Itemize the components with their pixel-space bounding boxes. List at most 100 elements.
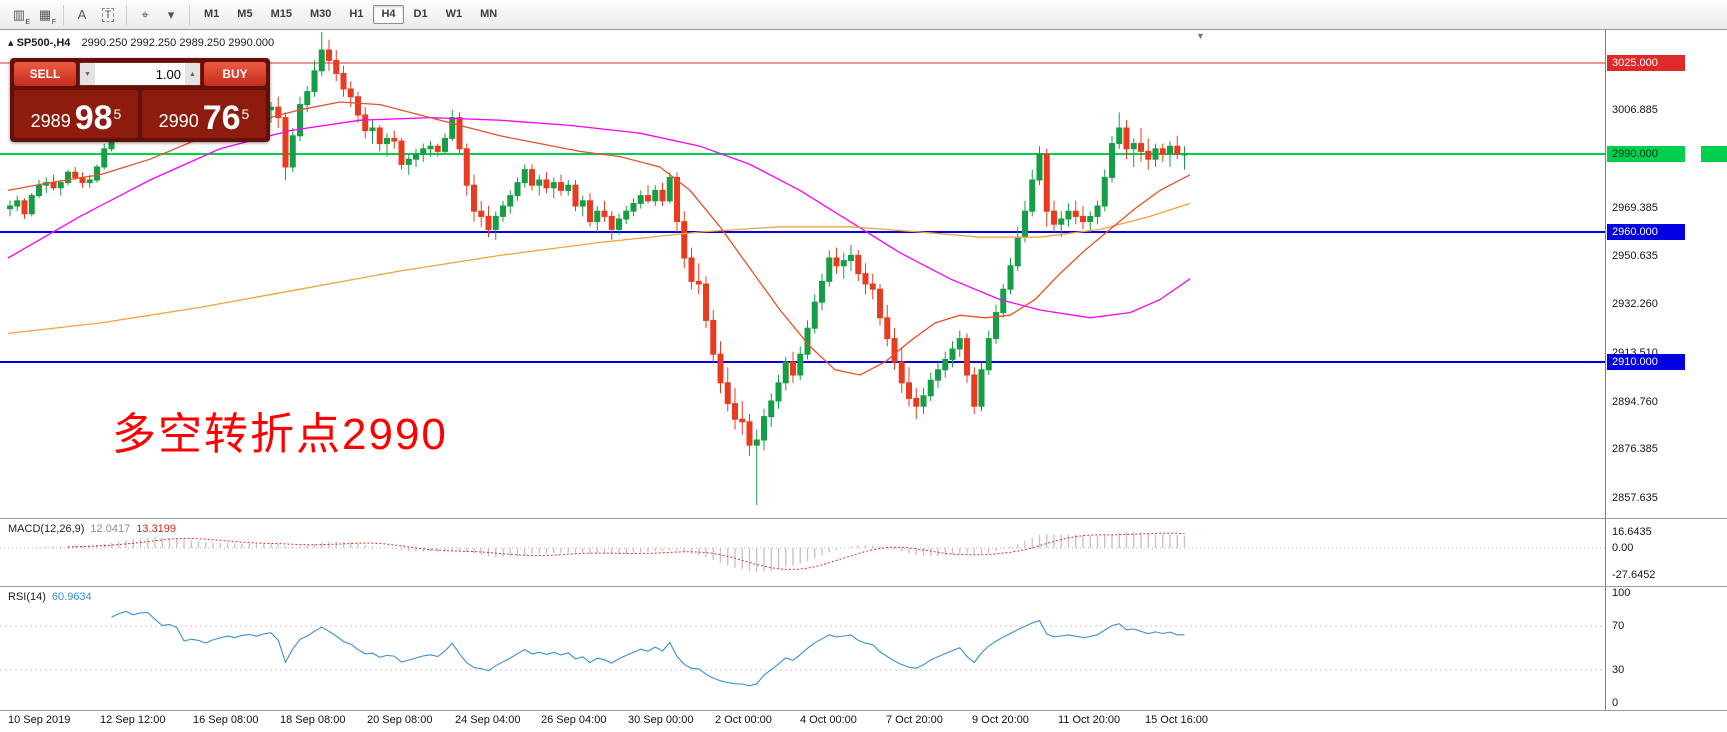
candle bbox=[1022, 200, 1028, 243]
candle bbox=[1051, 200, 1057, 232]
candle bbox=[442, 133, 448, 154]
cursor-tool-icon[interactable]: ⌖ bbox=[133, 4, 157, 26]
chart-expert-icon[interactable]: ▥ E bbox=[7, 4, 31, 26]
timeframe-m15[interactable]: M15 bbox=[270, 8, 292, 20]
candle bbox=[601, 200, 608, 222]
candle bbox=[645, 185, 651, 204]
candle bbox=[927, 372, 934, 401]
text-tool-icon[interactable]: A bbox=[70, 4, 94, 26]
candle bbox=[993, 304, 999, 344]
candle bbox=[681, 211, 688, 269]
chart-shift-marker-icon[interactable]: ▼ bbox=[1196, 31, 1205, 41]
buy-price-pipette: 5 bbox=[241, 106, 250, 122]
candle bbox=[616, 213, 622, 235]
price-tick-label: 2950.635 bbox=[1612, 250, 1658, 263]
macd-rsi-divider[interactable] bbox=[0, 586, 1727, 587]
macd-indicator-pane[interactable] bbox=[0, 519, 1605, 586]
buy-price-pips: 76 bbox=[202, 99, 241, 138]
candle bbox=[862, 263, 869, 295]
candle bbox=[782, 356, 789, 391]
candle bbox=[427, 141, 434, 157]
chart-text-annotation: 多空转折点2990 bbox=[112, 410, 448, 459]
price-level-tag: 2910.000 bbox=[1607, 354, 1685, 370]
candle bbox=[1138, 128, 1144, 162]
rsi-indicator-pane[interactable] bbox=[0, 587, 1605, 710]
toolbar-separator bbox=[189, 4, 190, 25]
current-price-marker bbox=[1701, 146, 1727, 162]
candle bbox=[623, 206, 630, 225]
timeframe-h4[interactable]: H4 bbox=[373, 5, 404, 24]
candle bbox=[1087, 211, 1094, 232]
price-tick-label: 3006.885 bbox=[1612, 104, 1658, 117]
indicator-grid-icon-sub: F bbox=[51, 18, 56, 26]
volume-increase-icon[interactable]: ▲ bbox=[185, 63, 200, 85]
dropdown-caret-icon: ▾ bbox=[167, 6, 175, 22]
price-axis-column[interactable] bbox=[1605, 30, 1727, 710]
candle bbox=[485, 206, 492, 238]
timeframe-h1[interactable]: H1 bbox=[349, 8, 364, 20]
candle bbox=[703, 276, 709, 329]
time-label: 24 Sep 04:00 bbox=[455, 714, 521, 726]
candle bbox=[739, 401, 746, 435]
indicator-grid-icon[interactable]: ▦ F bbox=[33, 4, 57, 26]
candle bbox=[1123, 120, 1130, 160]
macd-signal-value: 13.3199 bbox=[136, 523, 176, 535]
candle bbox=[340, 65, 347, 97]
rsi-axis-100: 100 bbox=[1612, 587, 1631, 599]
timeframe-mn[interactable]: MN bbox=[480, 8, 498, 20]
sell-price-main: 2989 bbox=[30, 111, 71, 131]
buy-price-display[interactable]: 2990 76 5 bbox=[142, 90, 266, 138]
candle bbox=[72, 167, 79, 180]
dropdown-caret-icon[interactable]: ▾ bbox=[159, 4, 183, 26]
volume-decrease-icon[interactable]: ▼ bbox=[80, 63, 95, 85]
candle bbox=[514, 177, 521, 201]
candle bbox=[688, 247, 695, 290]
time-label: 20 Sep 08:00 bbox=[367, 714, 433, 726]
sell-price-pipette: 5 bbox=[113, 106, 122, 122]
candle bbox=[1152, 143, 1159, 167]
chart-macd-divider[interactable] bbox=[0, 518, 1727, 519]
buy-price-main: 2990 bbox=[158, 111, 199, 131]
sell-button[interactable]: SELL bbox=[14, 62, 76, 86]
candle bbox=[36, 180, 42, 199]
timeframe-d1[interactable]: D1 bbox=[413, 8, 428, 20]
candle bbox=[1058, 211, 1065, 238]
toolbar-separator bbox=[63, 4, 64, 25]
time-label: 18 Sep 08:00 bbox=[280, 714, 346, 726]
candle bbox=[637, 190, 644, 209]
textbox-tool-icon[interactable]: T bbox=[96, 4, 120, 26]
candle bbox=[833, 247, 840, 274]
timeframe-m5[interactable]: M5 bbox=[237, 8, 253, 20]
candle bbox=[898, 349, 905, 394]
time-label: 9 Oct 20:00 bbox=[972, 714, 1029, 726]
time-label: 2 Oct 00:00 bbox=[715, 714, 772, 726]
candle bbox=[811, 294, 818, 334]
candle bbox=[282, 112, 289, 180]
candle bbox=[94, 164, 100, 183]
macd-label: MACD(12,26,9) 12.0417 13.3199 bbox=[8, 523, 176, 535]
textbox-tool-icon: T bbox=[101, 7, 115, 22]
candle bbox=[7, 200, 13, 217]
candle bbox=[956, 330, 963, 357]
candle bbox=[521, 164, 528, 188]
sell-price-display[interactable]: 2989 98 5 bbox=[14, 90, 138, 138]
volume-input[interactable] bbox=[95, 63, 185, 85]
timeframe-w1[interactable]: W1 bbox=[445, 8, 463, 20]
candle bbox=[978, 362, 985, 412]
candle bbox=[492, 211, 499, 240]
candle bbox=[724, 367, 731, 412]
candle bbox=[666, 172, 673, 204]
candle bbox=[1094, 200, 1101, 225]
timeframe-m30[interactable]: M30 bbox=[309, 8, 332, 20]
candle bbox=[101, 143, 108, 170]
candle bbox=[391, 130, 398, 149]
price-tick-label: 2876.385 bbox=[1612, 443, 1658, 456]
timeframe-m1[interactable]: M1 bbox=[204, 8, 220, 20]
buy-button[interactable]: BUY bbox=[204, 62, 266, 86]
text-tool-icon: A bbox=[77, 7, 87, 22]
price-tick-label: 2932.260 bbox=[1612, 298, 1658, 311]
candle bbox=[717, 341, 724, 394]
candle bbox=[275, 96, 282, 128]
indicator-grid-icon: ▦ bbox=[38, 6, 52, 22]
